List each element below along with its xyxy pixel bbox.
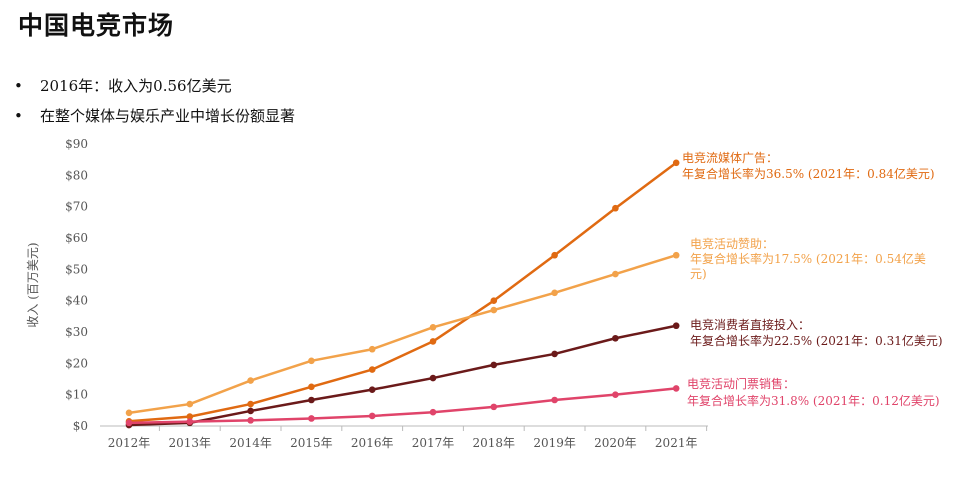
series-annotation: 年复合增长率为31.8% (2021年：0.12亿美元) xyxy=(687,393,940,408)
x-tick-label: 2017年 xyxy=(412,436,455,450)
y-tick-label: $0 xyxy=(73,419,88,433)
data-point xyxy=(429,338,437,345)
data-point xyxy=(672,322,680,330)
data-point xyxy=(490,403,498,411)
data-point xyxy=(612,334,619,342)
series-line xyxy=(128,324,677,427)
y-tick-label: $80 xyxy=(65,168,88,182)
x-tick-label: 2021年 xyxy=(655,436,698,450)
y-tick-label: $60 xyxy=(65,231,88,245)
page-title: 中国电竞市场 xyxy=(18,11,175,40)
y-tick-label: $20 xyxy=(65,356,88,370)
data-point xyxy=(125,409,133,417)
x-tick-label: 2014年 xyxy=(229,436,272,450)
y-tick-label: $50 xyxy=(65,262,88,276)
data-point xyxy=(429,324,437,331)
data-point xyxy=(672,251,680,259)
series-annotation: 电竞流媒体广告： xyxy=(682,151,778,165)
data-point xyxy=(186,418,194,425)
data-point xyxy=(368,366,376,373)
series-line xyxy=(128,387,677,425)
series-line xyxy=(128,161,677,423)
data-point xyxy=(308,357,315,365)
data-point xyxy=(247,400,254,408)
data-point xyxy=(490,297,498,304)
data-point xyxy=(368,412,376,420)
data-point xyxy=(368,386,376,393)
series-annotation: 电竞活动赞助： xyxy=(690,237,774,251)
y-tick-label: $90 xyxy=(65,137,88,151)
data-point xyxy=(612,270,619,278)
data-point xyxy=(247,407,254,415)
x-tick-label: 2013年 xyxy=(169,436,212,450)
data-point xyxy=(429,408,437,416)
data-point xyxy=(612,391,619,398)
series-annotation: 年复合增长率为17.5% (2021年：0.54亿美 xyxy=(690,251,926,266)
data-point xyxy=(551,289,558,297)
x-tick-label: 2019年 xyxy=(533,436,576,450)
x-tick-label: 2012年 xyxy=(108,436,151,450)
data-point xyxy=(308,415,315,422)
bullet-list: • 2016年：收入为0.56亿美元 • 在整个媒体与娱乐产业中增长份额显著 xyxy=(14,72,295,132)
y-axis-title: 收入 (百万美元) xyxy=(26,242,40,327)
data-point xyxy=(490,306,498,314)
series-annotation: 电竞活动门票销售： xyxy=(687,376,795,391)
data-point xyxy=(247,377,254,384)
x-tick-label: 2015年 xyxy=(290,436,333,450)
data-point xyxy=(368,345,376,353)
bullet-item: • 在整个媒体与娱乐产业中增长份额显著 xyxy=(14,107,296,125)
series-annotation: 元) xyxy=(690,267,707,281)
series-annotation: 电竞消费者直接投入： xyxy=(690,317,810,332)
data-point xyxy=(186,400,194,408)
series-line xyxy=(128,254,677,415)
data-point xyxy=(551,396,558,404)
data-point xyxy=(490,361,498,369)
data-point xyxy=(551,350,558,358)
series-annotation: 年复合增长率为22.5% (2021年：0.31亿美元) xyxy=(690,333,943,348)
data-point xyxy=(308,383,315,391)
y-tick-label: $30 xyxy=(65,325,88,339)
y-tick-label: $40 xyxy=(65,294,88,308)
x-tick-label: 2018年 xyxy=(473,436,516,450)
x-tick-label: 2020年 xyxy=(594,436,637,450)
data-point xyxy=(429,374,437,382)
data-point xyxy=(672,159,680,167)
bullet-item: • 2016年：收入为0.56亿美元 xyxy=(14,77,232,95)
data-point xyxy=(612,204,619,212)
data-point xyxy=(551,251,558,259)
data-point xyxy=(186,413,194,420)
data-point xyxy=(247,417,254,424)
series-annotation: 年复合增长率为36.5% (2021年：0.84亿美元) xyxy=(682,166,935,181)
data-point xyxy=(308,396,315,404)
y-tick-label: $10 xyxy=(65,388,88,402)
x-tick-label: 2016年 xyxy=(351,436,394,450)
y-tick-label: $70 xyxy=(65,200,88,214)
data-point xyxy=(672,385,680,392)
data-point xyxy=(125,419,133,427)
